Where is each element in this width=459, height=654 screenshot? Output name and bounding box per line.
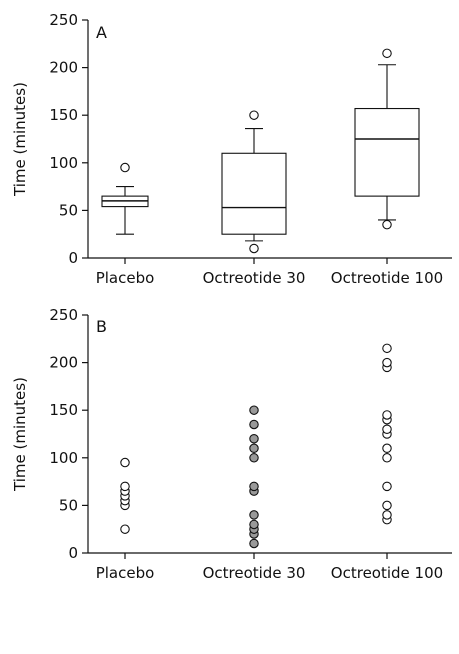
panel-a-outlier-point bbox=[249, 110, 259, 120]
panel-b-data-point bbox=[382, 424, 392, 434]
panel-a-y-tick-label: 250 bbox=[49, 11, 78, 29]
panel-b-data-point bbox=[249, 519, 259, 530]
panel-b-data-point bbox=[120, 457, 130, 468]
panel-b-data-point bbox=[120, 481, 130, 492]
panel-b-y-tick-label: 150 bbox=[49, 401, 78, 419]
panel-b-y-axis-title: Time (minutes) bbox=[11, 377, 29, 492]
panel-a-outlier-point bbox=[120, 162, 130, 173]
panel-b-y-tick-label: 50 bbox=[59, 496, 78, 514]
panel-a-x-category-label: Placebo bbox=[96, 269, 155, 287]
panel-a-label: A bbox=[96, 23, 107, 42]
panel-b-y-tick-label: 250 bbox=[49, 306, 78, 324]
panel-b-label: B bbox=[96, 317, 107, 336]
panel-b-data-point bbox=[382, 357, 392, 368]
panel-b-data-point bbox=[249, 419, 259, 430]
panel-b-x-category-label: Octreotide 100 bbox=[331, 564, 443, 582]
panel-a-y-axis-title: Time (minutes) bbox=[11, 82, 29, 197]
panel-b-y-tick-label: 100 bbox=[49, 449, 78, 467]
panel-b-data-point bbox=[249, 481, 259, 492]
panel-b-data-point bbox=[249, 510, 259, 520]
panel-a-outlier-point bbox=[382, 48, 392, 59]
panel-a-y-tick-label: 150 bbox=[49, 106, 78, 124]
panel-b-data-point bbox=[249, 434, 259, 444]
panel-b-data-point bbox=[382, 500, 392, 511]
panel-a-y-tick-label: 0 bbox=[68, 249, 78, 267]
panel-a-y-tick-label: 50 bbox=[59, 201, 78, 219]
panel-b-x-category-label: Octreotide 30 bbox=[203, 564, 306, 582]
panel-a-outlier-point bbox=[249, 243, 259, 254]
panel-b-y-tick-label: 0 bbox=[68, 544, 78, 562]
panel-b-data-point bbox=[382, 410, 392, 420]
panel-b-data-point bbox=[382, 343, 392, 354]
panel-a-x-category-label: Octreotide 100 bbox=[331, 269, 443, 287]
panel-b-data-point bbox=[382, 443, 392, 454]
panel-a-outlier-point bbox=[382, 219, 392, 230]
panel-a-y-tick-label: 200 bbox=[49, 59, 78, 77]
panel-b-x-category-label: Placebo bbox=[96, 564, 155, 582]
panel-b-data-point bbox=[120, 524, 130, 534]
panel-a-box bbox=[221, 152, 287, 235]
panel-b-data-point bbox=[249, 443, 259, 454]
panel-a-box bbox=[354, 107, 420, 197]
panel-b-data-point bbox=[249, 405, 259, 415]
panel-a-x-category-label: Octreotide 30 bbox=[203, 269, 306, 287]
panel-b-data-point bbox=[382, 453, 392, 463]
panel-b-data-point bbox=[249, 453, 259, 463]
panel-a-boxplot: A Time (minutes) 0 50 100 150 200 250 Placebo O… bbox=[11, 11, 452, 287]
panel-b-data-point bbox=[382, 510, 392, 520]
panel-b-data-point bbox=[382, 481, 392, 492]
panel-b-y-tick-label: 200 bbox=[49, 354, 78, 372]
panel-b-data-point bbox=[249, 538, 259, 549]
panel-b-dotplot: B Time (minutes) 0 50 100 150 200 250 Placebo O… bbox=[11, 306, 452, 582]
panel-a-y-tick-label: 100 bbox=[49, 154, 78, 172]
